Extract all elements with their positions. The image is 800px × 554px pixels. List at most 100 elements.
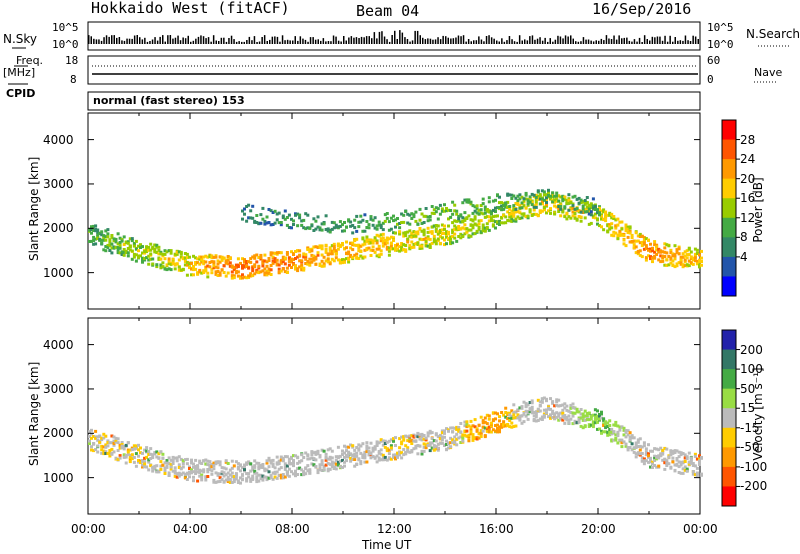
power-mark	[463, 232, 467, 236]
power-mark	[277, 263, 281, 267]
velocity-mark	[540, 418, 544, 421]
power-mark	[322, 264, 326, 268]
power-mark	[222, 271, 226, 274]
noise-bar	[210, 41, 212, 44]
velocity-mark	[610, 430, 614, 434]
power-mark	[479, 219, 483, 223]
power-mark	[96, 233, 100, 237]
power-mark	[255, 270, 259, 274]
velocity-mark	[96, 444, 100, 448]
velocity-mark	[312, 457, 316, 461]
velocity-mark	[212, 480, 216, 484]
power-colorbar-tick-label: 12	[740, 210, 756, 225]
velocity-mark	[310, 456, 314, 460]
noise-bar	[603, 40, 605, 44]
power-mark	[249, 273, 253, 277]
power-mark	[302, 267, 306, 271]
power-mark	[428, 218, 432, 222]
velocity-mark	[151, 465, 155, 469]
power-mark	[416, 232, 420, 236]
power-mark	[292, 253, 295, 256]
velocity-mark	[610, 432, 614, 436]
velocity-mark	[169, 465, 173, 469]
power-mark	[306, 260, 310, 263]
velocity-mark	[424, 443, 428, 447]
power-colorbar-swatch	[722, 159, 736, 180]
power-mark	[553, 200, 557, 204]
noise-bar	[200, 35, 202, 44]
power-mark	[500, 208, 504, 212]
power-mark	[261, 264, 265, 268]
power-mark	[228, 264, 232, 268]
velocity-mark	[663, 461, 667, 465]
velocity-mark	[516, 413, 520, 417]
power-mark	[610, 212, 614, 216]
power-mark	[512, 219, 516, 223]
velocity-mark	[440, 441, 444, 445]
velocity-mark	[528, 410, 532, 414]
noise-bar	[437, 37, 439, 44]
velocity-mark	[232, 475, 236, 478]
power-mark	[459, 227, 463, 231]
power-mark	[524, 206, 528, 210]
velocity-mark	[234, 477, 238, 481]
power-mark	[602, 210, 606, 214]
velocity-mark	[602, 424, 606, 427]
velocity-mark	[292, 454, 295, 458]
power-mark	[159, 250, 163, 254]
velocity-mark	[642, 441, 646, 445]
velocity-mark	[94, 429, 98, 433]
velocity-mark	[163, 468, 167, 472]
velocity-mark	[377, 450, 381, 453]
velocity-mark	[343, 444, 346, 448]
noise-bar	[631, 41, 633, 44]
power-mark	[322, 222, 326, 226]
velocity-mark	[389, 444, 393, 448]
power-mark	[434, 229, 438, 233]
power-mark	[428, 246, 432, 249]
velocity-mark	[679, 451, 683, 455]
power-mark	[698, 260, 701, 264]
power-mark	[161, 265, 165, 269]
power-mark	[120, 250, 124, 254]
velocity-mark	[200, 473, 204, 477]
power-colorbar-swatch	[722, 237, 736, 258]
velocity-mark	[228, 473, 232, 477]
power-mark	[559, 207, 563, 211]
velocity-mark	[553, 414, 557, 418]
noise-bar	[116, 37, 118, 44]
power-mark	[579, 210, 583, 214]
velocity-mark	[118, 454, 122, 458]
velocity-mark	[147, 453, 151, 456]
velocity-mark	[336, 460, 340, 464]
velocity-mark	[498, 428, 501, 432]
velocity-mark	[577, 418, 581, 421]
power-mark	[304, 227, 308, 231]
power-mark	[518, 197, 522, 201]
power-colorbar-tick-label: 4	[740, 249, 748, 264]
power-mark	[271, 251, 275, 255]
power-mark	[459, 220, 463, 224]
power-mark	[571, 207, 575, 210]
velocity-mark	[204, 475, 208, 479]
noise-bar	[162, 35, 164, 44]
velocity-mark	[534, 415, 538, 419]
velocity-mark	[145, 449, 149, 453]
velocity-mark	[612, 438, 616, 442]
power-mark	[528, 197, 532, 201]
power-mark	[587, 203, 591, 207]
power-mark	[636, 252, 640, 256]
velocity-mark	[279, 455, 283, 459]
noise-bar	[281, 35, 284, 44]
velocity-mark	[612, 430, 616, 434]
power-mark	[655, 253, 659, 256]
velocity-mark	[459, 435, 463, 439]
velocity-mark	[277, 473, 281, 477]
power-mark	[402, 234, 406, 238]
power-mark	[175, 252, 179, 256]
noise-bar	[253, 36, 256, 44]
power-mark	[383, 238, 387, 242]
power-mark	[273, 260, 277, 264]
velocity-mark	[491, 428, 495, 432]
power-mark	[326, 258, 330, 261]
